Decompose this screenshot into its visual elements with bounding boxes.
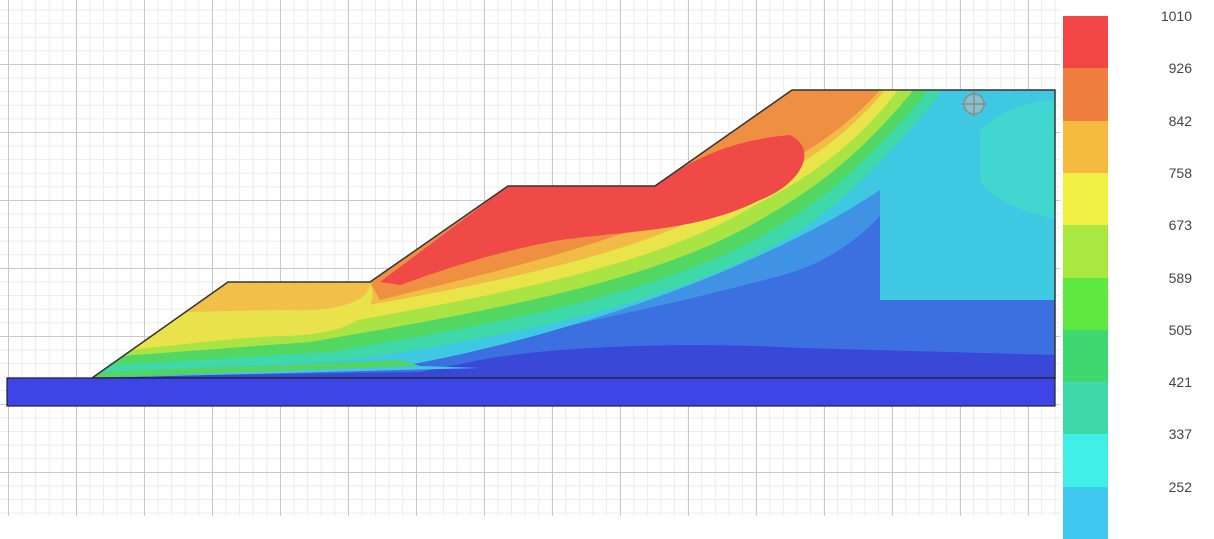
contour-lobe-lightorange bbox=[180, 282, 371, 312]
contour-band-red bbox=[380, 135, 805, 285]
legend-band bbox=[1063, 68, 1108, 122]
legend-label: 842 bbox=[1168, 112, 1192, 129]
legend-band bbox=[1063, 329, 1108, 383]
legend-band bbox=[1063, 277, 1108, 331]
legend-label: 337 bbox=[1168, 426, 1192, 443]
contour-plot bbox=[6, 89, 1056, 407]
legend-band bbox=[1063, 120, 1108, 174]
legend-band bbox=[1063, 382, 1108, 435]
legend-band bbox=[1063, 486, 1108, 539]
crosshair-target-icon[interactable] bbox=[961, 91, 987, 117]
legend-label: 421 bbox=[1168, 374, 1192, 391]
legend-band bbox=[1063, 225, 1108, 278]
contour-band-turquoise bbox=[980, 100, 1055, 220]
legend-band bbox=[1063, 16, 1108, 69]
color-legend: 1010 926 842 758 673 589 505 421 337 252 bbox=[1060, 0, 1214, 539]
legend-label: 589 bbox=[1168, 269, 1192, 286]
model-viewport[interactable] bbox=[0, 0, 1060, 516]
legend-label: 673 bbox=[1168, 217, 1192, 234]
contour-toe-cyan bbox=[92, 366, 480, 378]
legend-label: 926 bbox=[1168, 60, 1192, 77]
slope-contour-fill bbox=[92, 90, 1055, 378]
legend-band bbox=[1063, 434, 1108, 488]
legend-label: 758 bbox=[1168, 164, 1192, 181]
legend-label: 505 bbox=[1168, 321, 1192, 338]
legend-band bbox=[1063, 172, 1108, 226]
contour-toe-green bbox=[92, 360, 420, 378]
base-layer bbox=[6, 377, 1056, 407]
legend-label: 252 bbox=[1168, 478, 1192, 495]
legend-label: 1010 bbox=[1160, 8, 1192, 24]
slope-outline bbox=[89, 89, 1056, 379]
